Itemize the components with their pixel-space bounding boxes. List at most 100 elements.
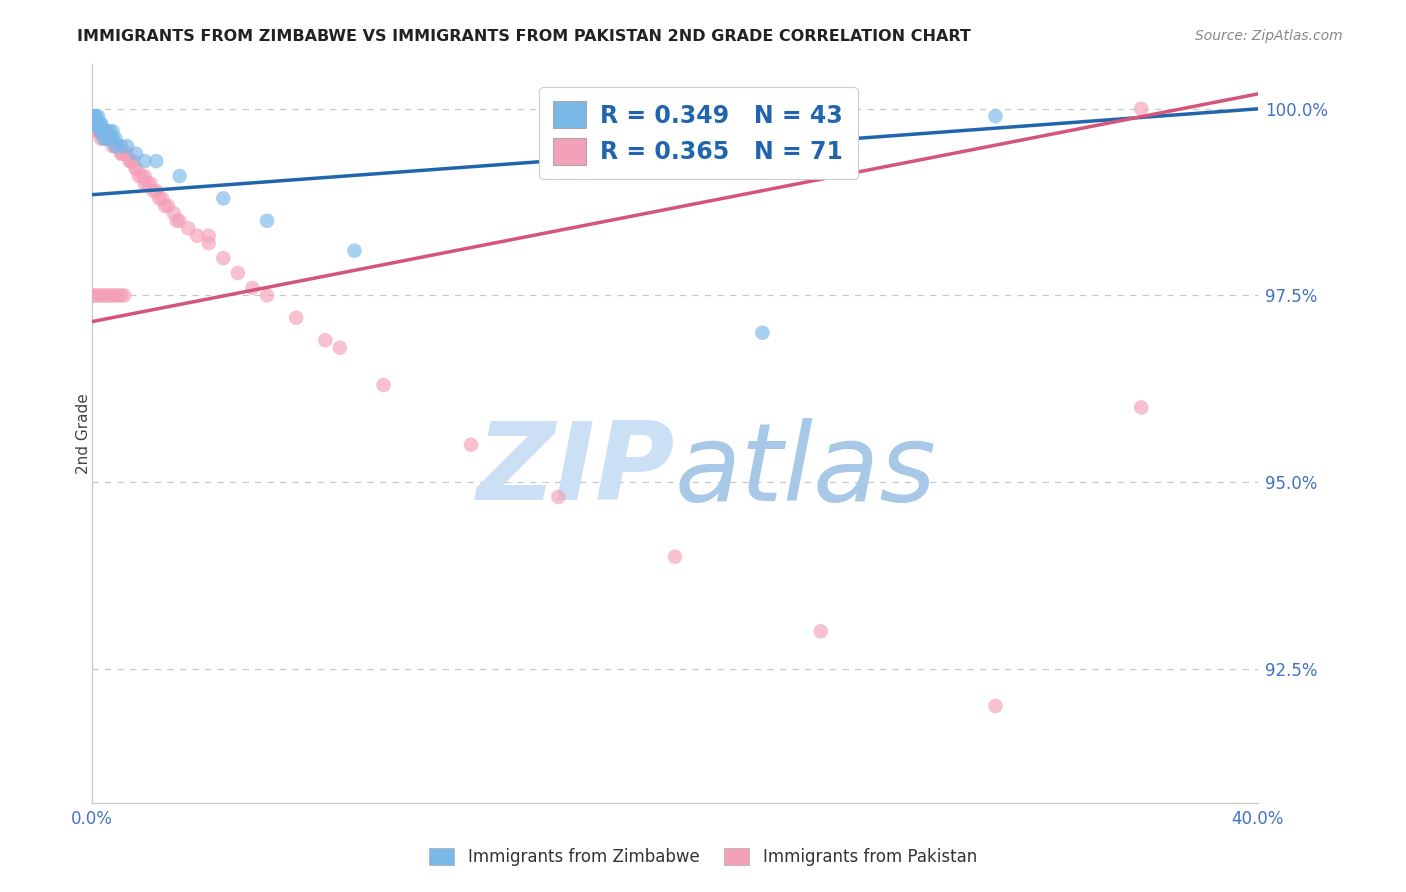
Point: [110, 146, 132, 161]
Point: [145, 154, 167, 169]
Point: [169, 214, 191, 228]
Point: [125, 146, 148, 161]
Point: [96, 131, 118, 145]
Point: [112, 146, 135, 161]
Point: [107, 139, 129, 153]
Point: [84, 109, 107, 123]
Point: [110, 139, 132, 153]
Y-axis label: 2nd Grade: 2nd Grade: [76, 393, 91, 474]
Point: [90, 117, 112, 131]
Point: [101, 131, 124, 145]
Point: [226, 266, 249, 280]
Point: [93, 131, 115, 145]
Point: [112, 288, 135, 302]
Point: [107, 288, 129, 302]
Point: [751, 326, 773, 340]
Point: [110, 146, 132, 161]
Point: [82, 117, 104, 131]
Point: [166, 214, 188, 228]
Point: [156, 199, 179, 213]
Point: [134, 154, 156, 169]
Point: [104, 131, 127, 145]
Point: [84, 109, 107, 123]
Point: [139, 177, 162, 191]
Point: [329, 341, 352, 355]
Point: [87, 117, 110, 131]
Point: [82, 109, 104, 123]
Point: [101, 288, 124, 302]
Text: atlas: atlas: [675, 418, 936, 523]
Point: [373, 378, 395, 392]
Point: [197, 236, 219, 251]
Point: [136, 177, 159, 191]
Point: [150, 191, 173, 205]
Point: [84, 124, 107, 138]
Point: [98, 124, 121, 138]
Point: [104, 139, 127, 153]
Point: [547, 490, 569, 504]
Point: [84, 109, 107, 123]
Point: [163, 206, 186, 220]
Point: [101, 139, 124, 153]
Point: [145, 184, 167, 198]
Point: [115, 146, 138, 161]
Point: [87, 124, 110, 138]
Point: [104, 139, 127, 153]
Point: [115, 139, 138, 153]
Point: [128, 169, 150, 183]
Point: [256, 288, 278, 302]
Point: [212, 191, 235, 205]
Point: [285, 310, 308, 325]
Point: [242, 281, 264, 295]
Point: [87, 288, 110, 302]
Point: [93, 288, 115, 302]
Point: [84, 117, 107, 131]
Point: [87, 109, 110, 123]
Point: [82, 109, 104, 123]
Text: Source: ZipAtlas.com: Source: ZipAtlas.com: [1195, 29, 1343, 43]
Point: [664, 549, 686, 564]
Point: [460, 438, 482, 452]
Point: [104, 139, 127, 153]
Point: [120, 154, 142, 169]
Point: [90, 124, 112, 138]
Point: [84, 117, 107, 131]
Point: [93, 124, 115, 138]
Point: [84, 288, 107, 302]
Point: [125, 161, 148, 176]
Point: [169, 169, 191, 183]
Point: [131, 169, 153, 183]
Point: [96, 131, 118, 145]
Point: [212, 251, 235, 265]
Point: [134, 169, 156, 183]
Point: [125, 161, 148, 176]
Point: [96, 124, 118, 138]
Point: [134, 177, 156, 191]
Point: [810, 624, 832, 639]
Point: [90, 124, 112, 138]
Point: [98, 288, 121, 302]
Point: [186, 228, 208, 243]
Point: [1130, 401, 1153, 415]
Point: [93, 124, 115, 138]
Point: [90, 288, 112, 302]
Text: ZIP: ZIP: [477, 417, 675, 524]
Point: [984, 109, 1007, 123]
Point: [84, 117, 107, 131]
Point: [153, 199, 176, 213]
Text: IMMIGRANTS FROM ZIMBABWE VS IMMIGRANTS FROM PAKISTAN 2ND GRADE CORRELATION CHART: IMMIGRANTS FROM ZIMBABWE VS IMMIGRANTS F…: [77, 29, 972, 44]
Point: [101, 124, 124, 138]
Point: [142, 184, 165, 198]
Point: [120, 154, 142, 169]
Point: [96, 131, 118, 145]
Point: [82, 288, 104, 302]
Point: [96, 288, 118, 302]
Point: [984, 698, 1007, 713]
Point: [98, 131, 121, 145]
Point: [93, 131, 115, 145]
Point: [84, 109, 107, 123]
Point: [90, 117, 112, 131]
Point: [110, 288, 132, 302]
Point: [87, 124, 110, 138]
Point: [90, 131, 112, 145]
